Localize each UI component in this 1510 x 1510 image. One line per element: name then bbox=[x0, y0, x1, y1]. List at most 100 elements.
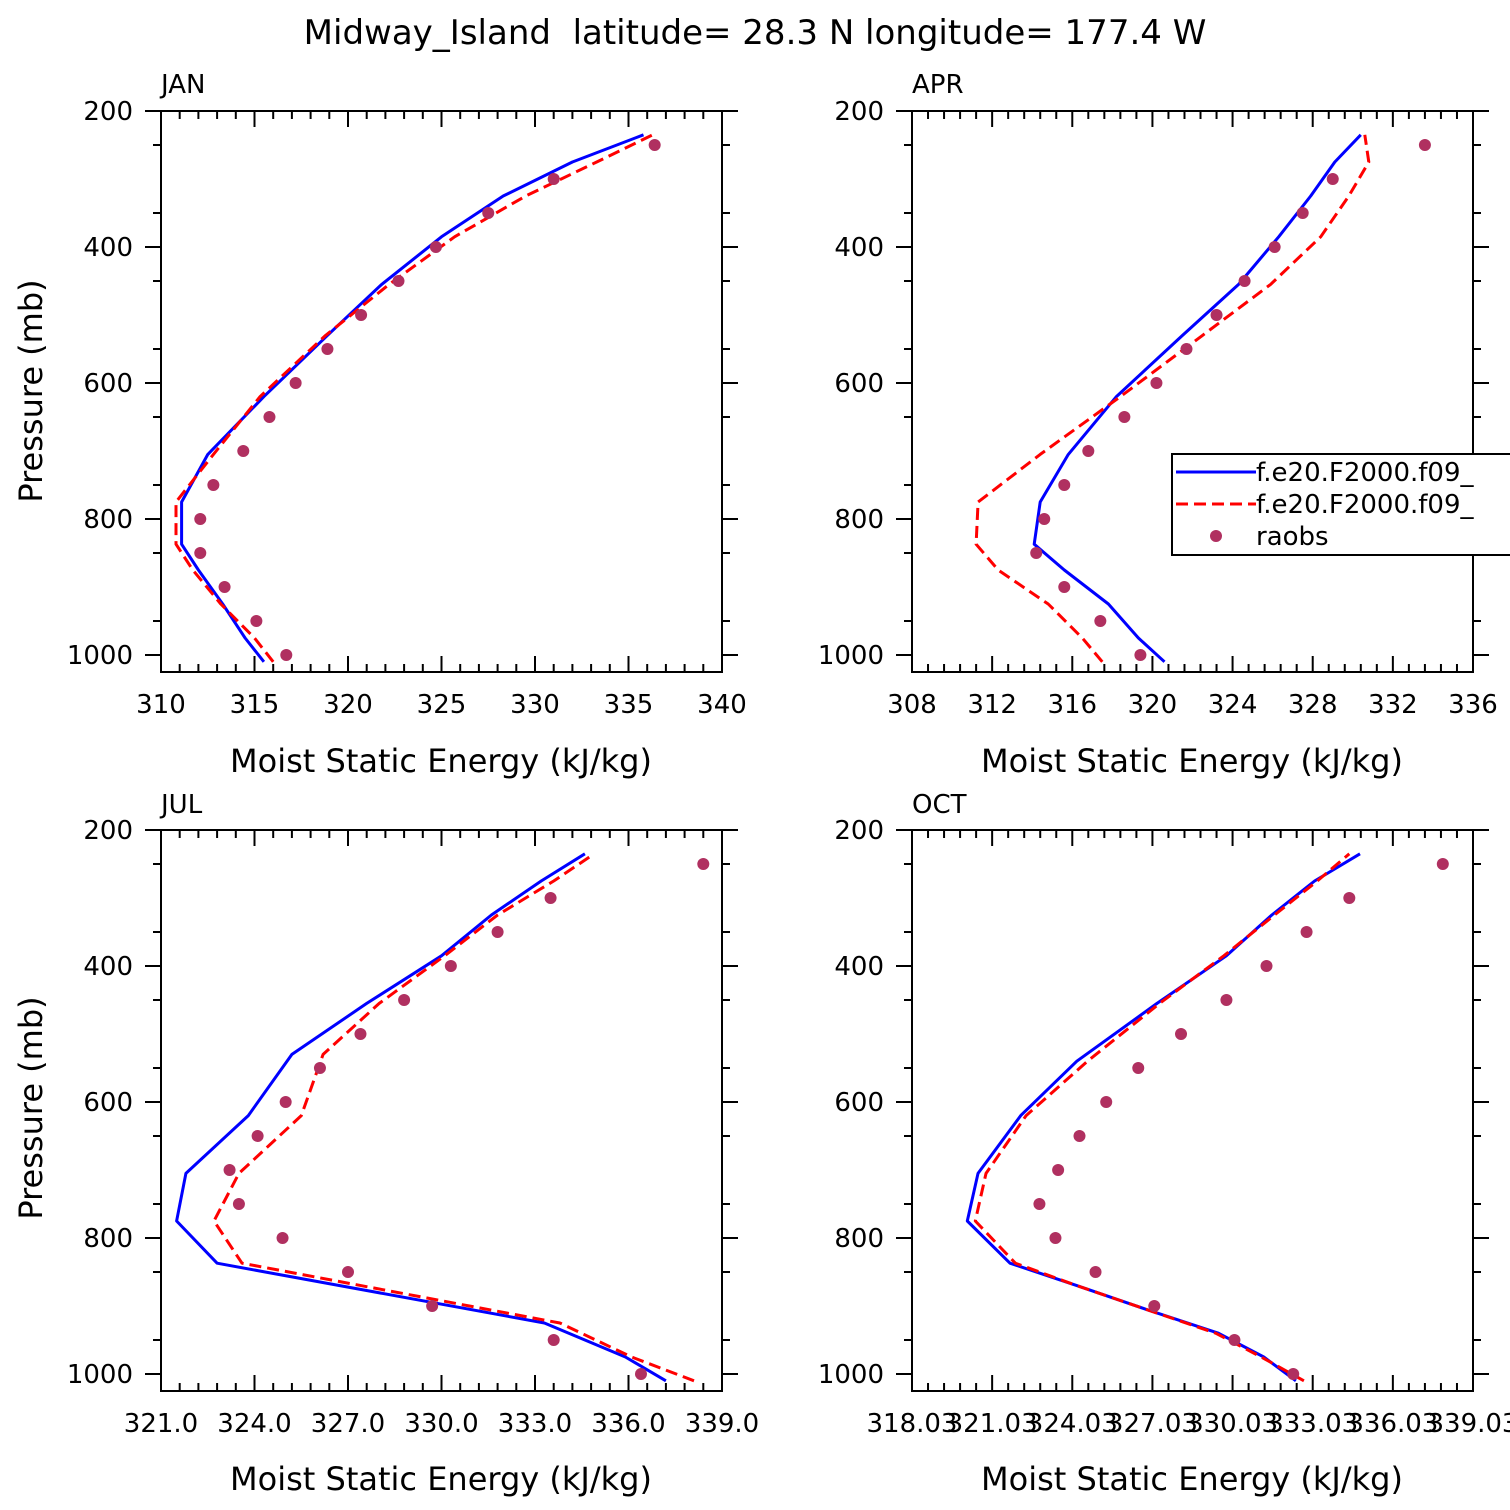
panel-jan: JAN Moist Static Energy (kJ/kg) Pressure… bbox=[12, 70, 747, 780]
y-tick-label-oct: 200 bbox=[834, 816, 884, 846]
figure-title: Midway_Island latitude= 28.3 N longitude… bbox=[304, 13, 1207, 53]
y-tick-label-jan: 800 bbox=[83, 505, 133, 535]
panel-jul: JUL Moist Static Energy (kJ/kg) Pressure… bbox=[12, 790, 759, 1498]
panel-label-jul: JUL bbox=[159, 790, 203, 820]
panel-label-oct: OCT bbox=[912, 790, 967, 820]
panel-label-jan: JAN bbox=[159, 70, 205, 100]
y-axis-label-jul: Pressure (mb) bbox=[12, 996, 50, 1219]
raobs-point-apr bbox=[1238, 275, 1251, 287]
x-tick-label-oct: 336.03 bbox=[1347, 1409, 1438, 1439]
raobs-point-jul bbox=[426, 1300, 439, 1312]
raobs-point-jan bbox=[237, 445, 250, 457]
y-tick-label-jan: 1000 bbox=[67, 641, 133, 671]
raobs-point-oct bbox=[1343, 892, 1356, 904]
x-tick-label-oct: 327.03 bbox=[1107, 1409, 1198, 1439]
raobs-point-jul bbox=[444, 960, 457, 972]
x-tick-label-apr: 308 bbox=[887, 690, 937, 720]
x-tick-label-oct: 339.03 bbox=[1428, 1409, 1510, 1439]
raobs-point-oct bbox=[1052, 1164, 1065, 1176]
x-tick-label-apr: 320 bbox=[1128, 690, 1178, 720]
series-line-model-blue-apr bbox=[1032, 133, 1362, 663]
raobs-point-jul bbox=[251, 1130, 264, 1142]
plot-frame-oct bbox=[911, 829, 1474, 1392]
x-tick-label-oct: 333.03 bbox=[1267, 1409, 1358, 1439]
raobs-point-jul bbox=[398, 994, 411, 1006]
raobs-point-jul bbox=[342, 1266, 354, 1278]
x-tick-label-apr: 316 bbox=[1047, 690, 1097, 720]
raobs-point-jul bbox=[276, 1232, 289, 1244]
x-tick-label-jan: 340 bbox=[697, 690, 747, 720]
y-tick-label-apr: 600 bbox=[834, 369, 884, 399]
y-tick-label-apr: 400 bbox=[834, 233, 884, 263]
raobs-point-jul bbox=[697, 858, 710, 870]
x-tick-label-apr: 328 bbox=[1288, 690, 1338, 720]
raobs-point-jul bbox=[279, 1096, 292, 1108]
x-tick-label-jul: 321.0 bbox=[124, 1409, 198, 1439]
raobs-point-jul bbox=[313, 1062, 326, 1074]
y-tick-label-oct: 1000 bbox=[818, 1360, 884, 1390]
raobs-point-oct bbox=[1148, 1300, 1161, 1312]
raobs-point-jan bbox=[355, 309, 368, 321]
raobs-point-apr bbox=[1058, 581, 1071, 593]
raobs-point-jul bbox=[491, 926, 504, 938]
series-line-model-red-oct bbox=[973, 852, 1351, 1383]
x-tick-label-apr: 324 bbox=[1208, 690, 1258, 720]
raobs-point-jul bbox=[223, 1164, 236, 1176]
raobs-point-oct bbox=[1033, 1198, 1046, 1210]
y-tick-label-jul: 600 bbox=[83, 1088, 133, 1118]
x-tick-label-oct: 330.03 bbox=[1187, 1409, 1278, 1439]
x-tick-label-jan: 330 bbox=[510, 690, 560, 720]
y-tick-label-oct: 800 bbox=[834, 1224, 884, 1254]
raobs-point-jan bbox=[194, 547, 207, 559]
y-tick-label-apr: 1000 bbox=[818, 641, 884, 671]
x-tick-label-apr: 332 bbox=[1368, 690, 1418, 720]
x-tick-label-jan: 325 bbox=[417, 690, 467, 720]
raobs-point-apr bbox=[1134, 649, 1147, 661]
y-tick-label-jul: 800 bbox=[83, 1224, 133, 1254]
raobs-point-apr bbox=[1418, 139, 1431, 151]
panel-oct: OCT Moist Static Energy (kJ/kg) 318.0332… bbox=[818, 790, 1510, 1498]
raobs-point-jul bbox=[547, 1334, 560, 1346]
raobs-point-jul bbox=[544, 892, 557, 904]
y-tick-label-jan: 200 bbox=[83, 97, 133, 127]
raobs-point-apr bbox=[1058, 479, 1071, 491]
y-axis-label-jan: Pressure (mb) bbox=[12, 279, 50, 502]
series-line-model-blue-jul bbox=[175, 852, 667, 1383]
raobs-point-jan bbox=[263, 411, 276, 423]
y-tick-label-jul: 400 bbox=[83, 952, 133, 982]
raobs-point-apr bbox=[1038, 513, 1051, 525]
series-line-model-red-jan bbox=[174, 133, 654, 663]
raobs-point-jan bbox=[482, 207, 495, 219]
x-tick-label-oct: 324.03 bbox=[1027, 1409, 1118, 1439]
raobs-point-oct bbox=[1260, 960, 1273, 972]
raobs-point-oct bbox=[1300, 926, 1313, 938]
x-axis-label-apr: Moist Static Energy (kJ/kg) bbox=[981, 742, 1403, 780]
raobs-point-oct bbox=[1132, 1062, 1145, 1074]
raobs-point-jan bbox=[250, 615, 263, 627]
y-tick-label-jul: 1000 bbox=[67, 1360, 133, 1390]
raobs-point-jul bbox=[232, 1198, 245, 1210]
legend-entry-2: f.e20.F2000.f09_ bbox=[1256, 490, 1474, 520]
plot-frame-jan bbox=[160, 110, 723, 673]
x-tick-label-jul: 336.0 bbox=[591, 1409, 665, 1439]
x-tick-label-jul: 339.0 bbox=[685, 1409, 759, 1439]
raobs-point-oct bbox=[1228, 1334, 1241, 1346]
x-axis-label-jul: Moist Static Energy (kJ/kg) bbox=[230, 1460, 652, 1498]
raobs-point-apr bbox=[1268, 241, 1281, 253]
raobs-point-jan bbox=[392, 275, 405, 287]
raobs-point-jan bbox=[289, 377, 302, 389]
raobs-point-apr bbox=[1326, 173, 1339, 185]
y-tick-label-oct: 600 bbox=[834, 1088, 884, 1118]
x-tick-label-apr: 312 bbox=[967, 690, 1017, 720]
raobs-point-jan bbox=[429, 241, 442, 253]
y-tick-label-jan: 400 bbox=[83, 233, 133, 263]
series-line-model-blue-oct bbox=[965, 852, 1361, 1383]
legend-swatch-marker bbox=[1210, 530, 1222, 542]
raobs-point-jan bbox=[280, 649, 293, 661]
y-tick-label-jan: 600 bbox=[83, 369, 133, 399]
raobs-point-oct bbox=[1436, 858, 1449, 870]
x-tick-label-jul: 333.0 bbox=[498, 1409, 572, 1439]
y-tick-label-oct: 400 bbox=[834, 952, 884, 982]
x-axis-label-jan: Moist Static Energy (kJ/kg) bbox=[230, 742, 652, 780]
